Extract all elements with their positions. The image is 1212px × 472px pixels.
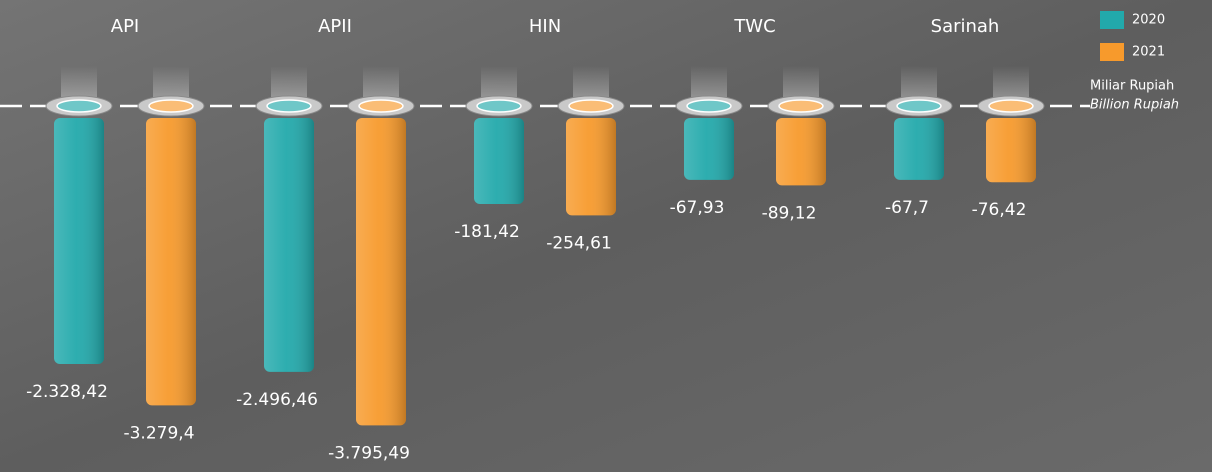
bar-shade xyxy=(894,118,944,180)
bar-shade xyxy=(684,118,734,180)
chart: Miliar Rupiah Billion Rupiah API -2.328,4… xyxy=(0,0,1212,472)
bar-shade xyxy=(146,118,196,405)
value-label: -67,93 xyxy=(670,198,725,218)
bar-shade xyxy=(986,118,1036,182)
category-label: API xyxy=(111,16,139,37)
category-label: TWC xyxy=(733,16,775,37)
value-label: -67,7 xyxy=(885,198,929,218)
bar-shade xyxy=(566,118,616,215)
cap-inner xyxy=(989,100,1033,112)
value-label: -89,12 xyxy=(762,203,817,223)
cap-inner xyxy=(57,100,101,112)
legend-label: 2021 xyxy=(1132,45,1165,60)
bar-shade xyxy=(356,118,406,425)
cap-inner xyxy=(267,100,311,112)
value-label: -181,42 xyxy=(454,222,520,242)
bar-shade xyxy=(54,118,104,364)
bar-shade xyxy=(264,118,314,372)
cap-inner xyxy=(569,100,613,112)
unit-label-en: Billion Rupiah xyxy=(1090,98,1179,113)
cap-inner xyxy=(477,100,521,112)
category-label: APII xyxy=(318,16,352,37)
value-label: -254,61 xyxy=(546,233,612,253)
value-label: -3.279,4 xyxy=(123,423,194,443)
legend-swatch xyxy=(1100,11,1124,29)
legend-label: 2020 xyxy=(1132,13,1165,28)
cap-inner xyxy=(687,100,731,112)
unit-label: Miliar Rupiah xyxy=(1090,79,1174,94)
category-label: Sarinah xyxy=(931,16,1000,37)
legend-swatch xyxy=(1100,43,1124,61)
category-label: HIN xyxy=(529,16,561,37)
value-label: -2.496,46 xyxy=(236,390,318,410)
value-label: -76,42 xyxy=(972,200,1027,220)
value-label: -2.328,42 xyxy=(26,382,108,402)
cap-inner xyxy=(149,100,193,112)
value-label: -3.795,49 xyxy=(328,443,410,463)
bar-shade xyxy=(474,118,524,204)
bar-shade xyxy=(776,118,826,185)
cap-inner xyxy=(897,100,941,112)
cap-inner xyxy=(779,100,823,112)
cap-inner xyxy=(359,100,403,112)
